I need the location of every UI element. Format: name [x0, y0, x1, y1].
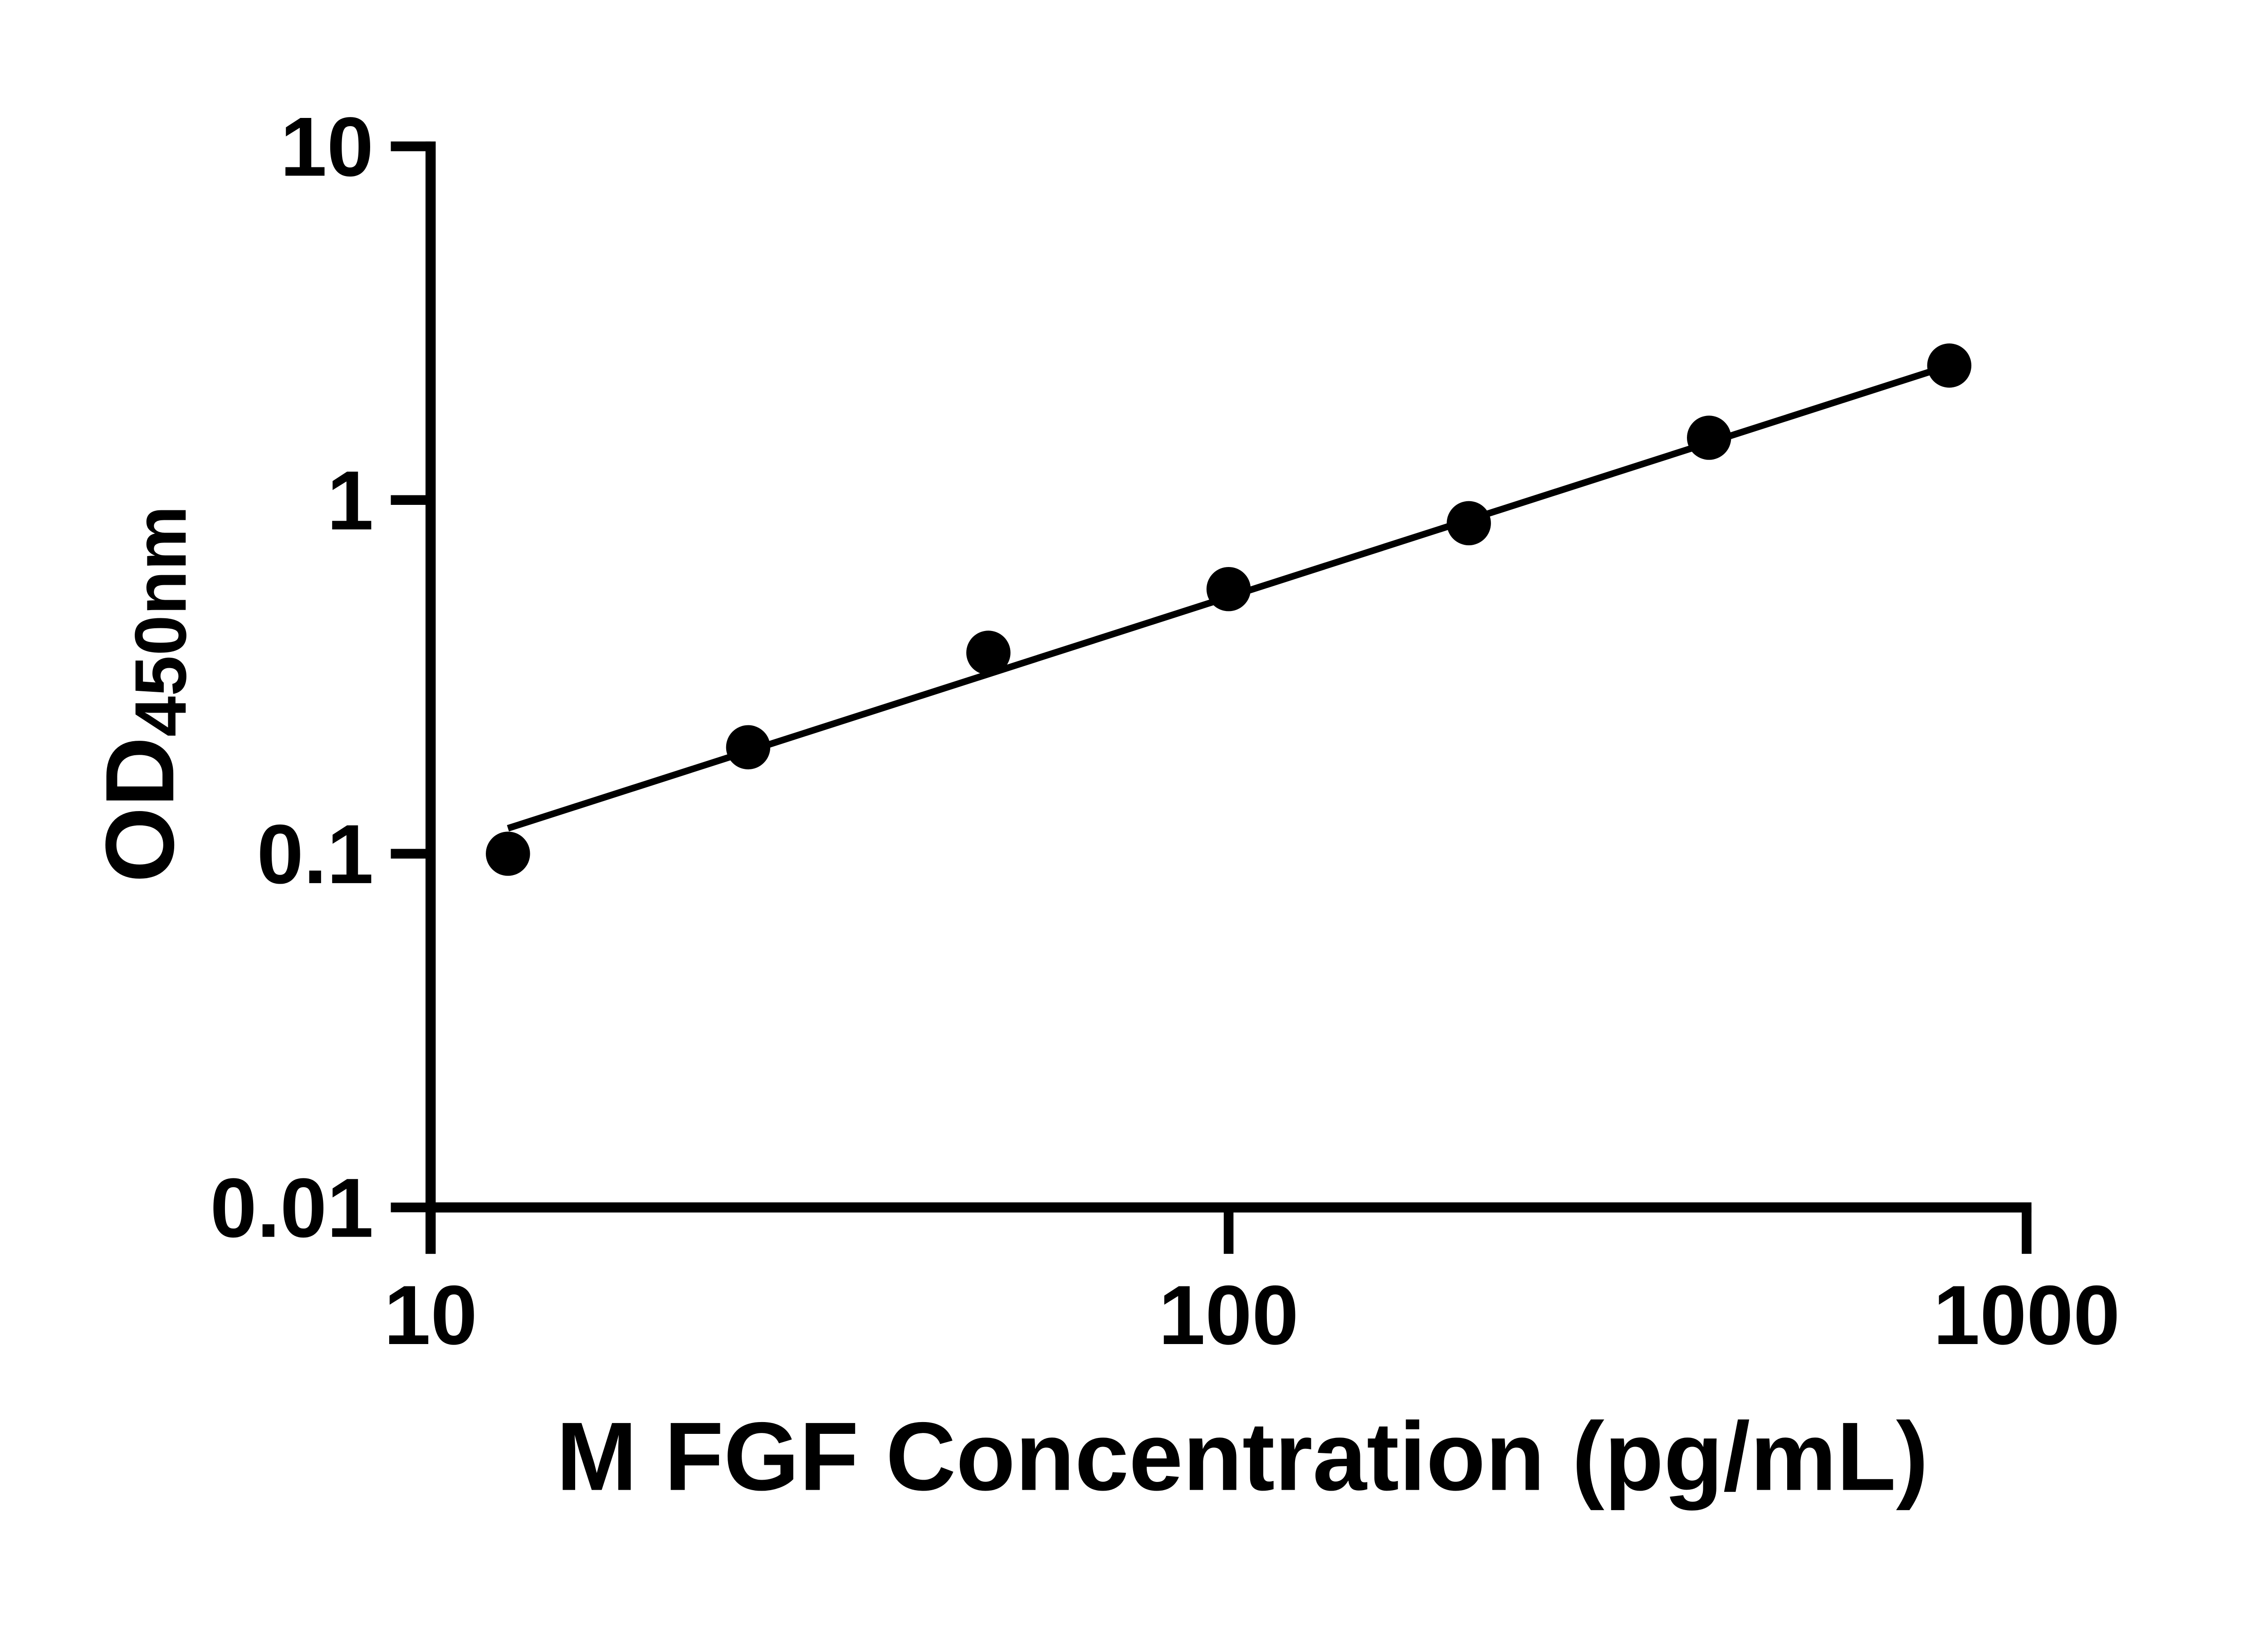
data-point	[1927, 343, 1972, 388]
x-tick-label: 100	[1158, 1268, 1299, 1362]
x-tick-label: 10	[384, 1268, 477, 1362]
data-point	[486, 831, 530, 876]
y-tick-label: 0.1	[257, 807, 373, 901]
x-axis-tick-labels: 10 100 1000	[384, 1268, 2120, 1362]
standard-curve-plot: 10 1 0.1 0.01 10 100 1000 M FGF Concentration…	[86, 100, 2120, 1511]
y-axis-tick-labels: 10 1 0.1 0.01	[210, 100, 373, 1255]
data-point	[1206, 567, 1251, 611]
elisa-standard-curve-figure: 10 1 0.1 0.01 10 100 1000 M FGF Concentration…	[86, 100, 2120, 1511]
data-point	[726, 725, 771, 770]
y-axis-title-main: OD	[86, 737, 194, 883]
x-tick-label: 1000	[1933, 1268, 2120, 1362]
y-tick-label: 10	[280, 100, 374, 194]
y-tick-label: 0.01	[210, 1161, 373, 1255]
data-point	[1687, 416, 1731, 460]
plot-series	[486, 343, 1972, 876]
data-point	[966, 631, 1011, 675]
data-point	[1447, 501, 1491, 546]
y-tick-label: 1	[327, 454, 374, 548]
x-axis-title: M FGF Concentration (pg/mL)	[556, 1403, 1928, 1511]
y-axis-ticks	[391, 141, 431, 1213]
x-axis-ticks	[425, 1207, 2032, 1254]
y-axis-title: OD450nm	[86, 506, 201, 883]
y-axis-title-subscript: 450nm	[120, 506, 201, 737]
